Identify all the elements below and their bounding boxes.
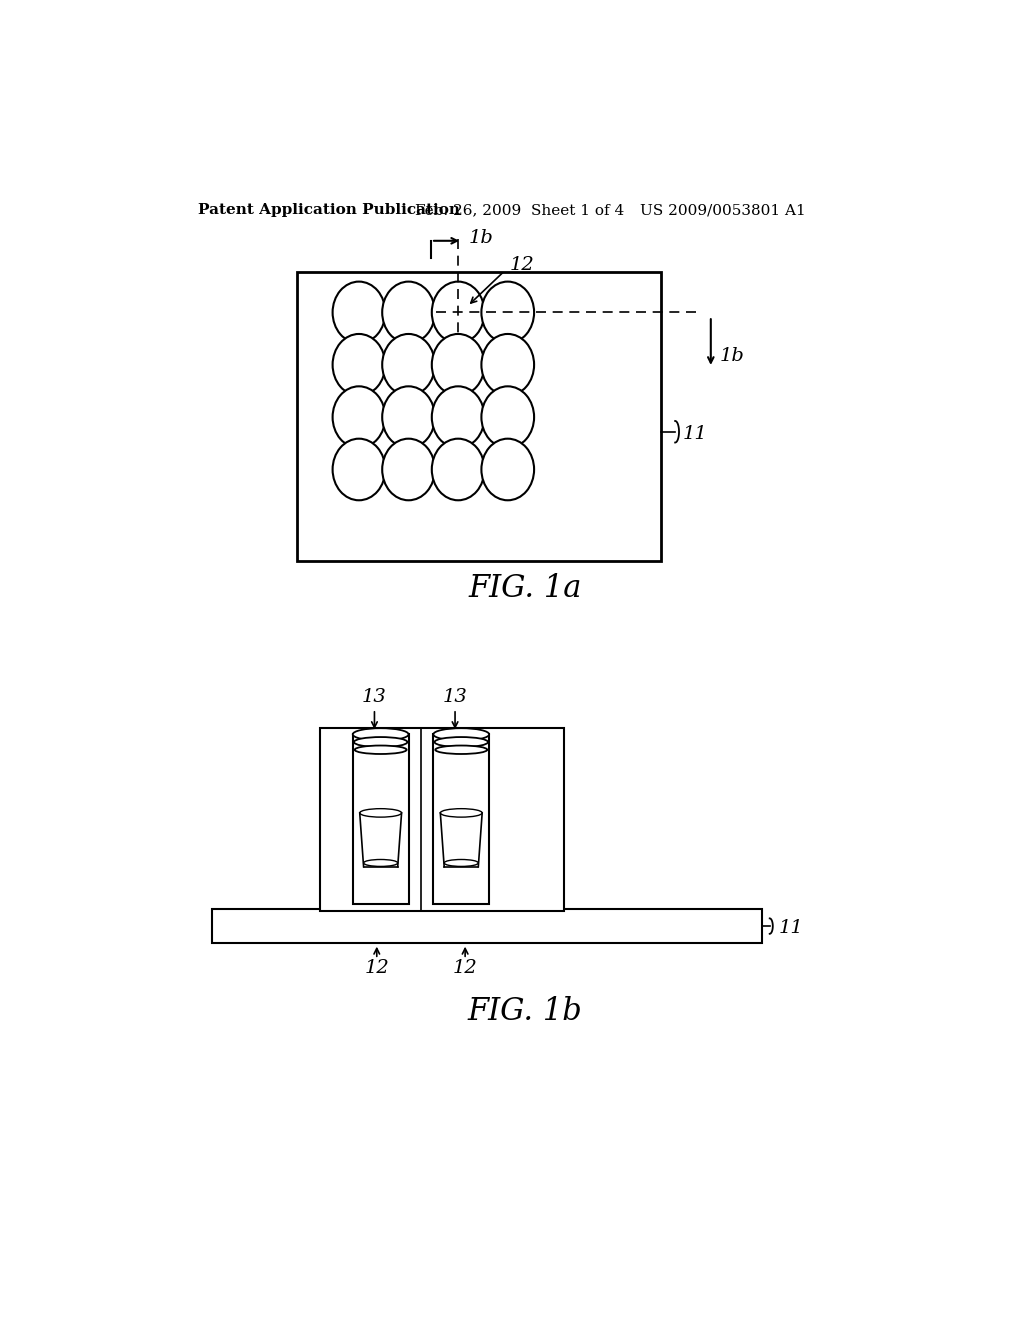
Ellipse shape <box>432 387 484 447</box>
Ellipse shape <box>382 438 435 500</box>
Ellipse shape <box>481 387 535 447</box>
Ellipse shape <box>440 809 482 817</box>
Text: 11: 11 <box>683 425 708 444</box>
Ellipse shape <box>435 746 487 754</box>
Text: Feb. 26, 2009  Sheet 1 of 4: Feb. 26, 2009 Sheet 1 of 4 <box>415 203 624 216</box>
Text: 13: 13 <box>442 689 467 706</box>
Bar <box>297 272 662 561</box>
Ellipse shape <box>481 334 535 396</box>
Text: US 2009/0053801 A1: US 2009/0053801 A1 <box>640 203 805 216</box>
Ellipse shape <box>434 737 488 747</box>
Ellipse shape <box>432 438 484 500</box>
Ellipse shape <box>382 334 435 396</box>
Ellipse shape <box>354 737 408 747</box>
Text: 11: 11 <box>779 920 804 937</box>
Ellipse shape <box>359 809 401 817</box>
Ellipse shape <box>382 281 435 343</box>
Bar <box>212 909 762 942</box>
Text: 12: 12 <box>365 960 389 977</box>
Ellipse shape <box>382 387 435 447</box>
Bar <box>352 734 409 904</box>
Text: 12: 12 <box>510 256 535 273</box>
Ellipse shape <box>433 729 489 741</box>
Text: FIG. 1a: FIG. 1a <box>468 573 582 603</box>
Text: 1b: 1b <box>720 347 745 364</box>
Ellipse shape <box>333 387 385 447</box>
Ellipse shape <box>354 746 407 754</box>
Ellipse shape <box>364 859 397 866</box>
Ellipse shape <box>333 281 385 343</box>
Bar <box>433 734 489 904</box>
Text: 13: 13 <box>362 689 387 706</box>
Ellipse shape <box>333 438 385 500</box>
Ellipse shape <box>444 859 478 866</box>
Text: 12: 12 <box>453 960 477 977</box>
Text: FIG. 1b: FIG. 1b <box>467 997 583 1027</box>
Ellipse shape <box>481 281 535 343</box>
Ellipse shape <box>481 438 535 500</box>
Ellipse shape <box>333 334 385 396</box>
Ellipse shape <box>432 334 484 396</box>
Text: 1b: 1b <box>468 228 494 247</box>
Ellipse shape <box>352 729 409 741</box>
Text: Patent Application Publication: Patent Application Publication <box>198 203 460 216</box>
Bar <box>321 729 564 911</box>
Ellipse shape <box>432 281 484 343</box>
